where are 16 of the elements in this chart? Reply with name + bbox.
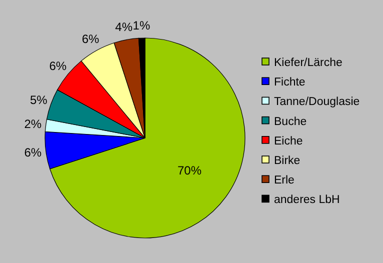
legend-label: Fichte (274, 76, 306, 89)
legend-label: Erle (274, 174, 294, 187)
data-label: 6% (82, 32, 100, 46)
data-label: 6% (24, 145, 42, 160)
legend-label: Birke (274, 155, 300, 168)
data-label: 2% (24, 117, 42, 132)
legend-label: Kiefer/Lärche (274, 57, 342, 70)
data-label: 5% (30, 92, 48, 107)
legend-label: Tanne/Douglasie (274, 96, 360, 108)
data-label: 1% (132, 18, 150, 32)
data-label: 70% (177, 164, 202, 178)
data-label: 6% (49, 59, 67, 74)
data-label: 4% (115, 20, 133, 34)
legend-label: Eiche (274, 135, 303, 148)
legend-label: Buche (274, 116, 307, 128)
legend-label: anderes LbH (274, 194, 340, 206)
